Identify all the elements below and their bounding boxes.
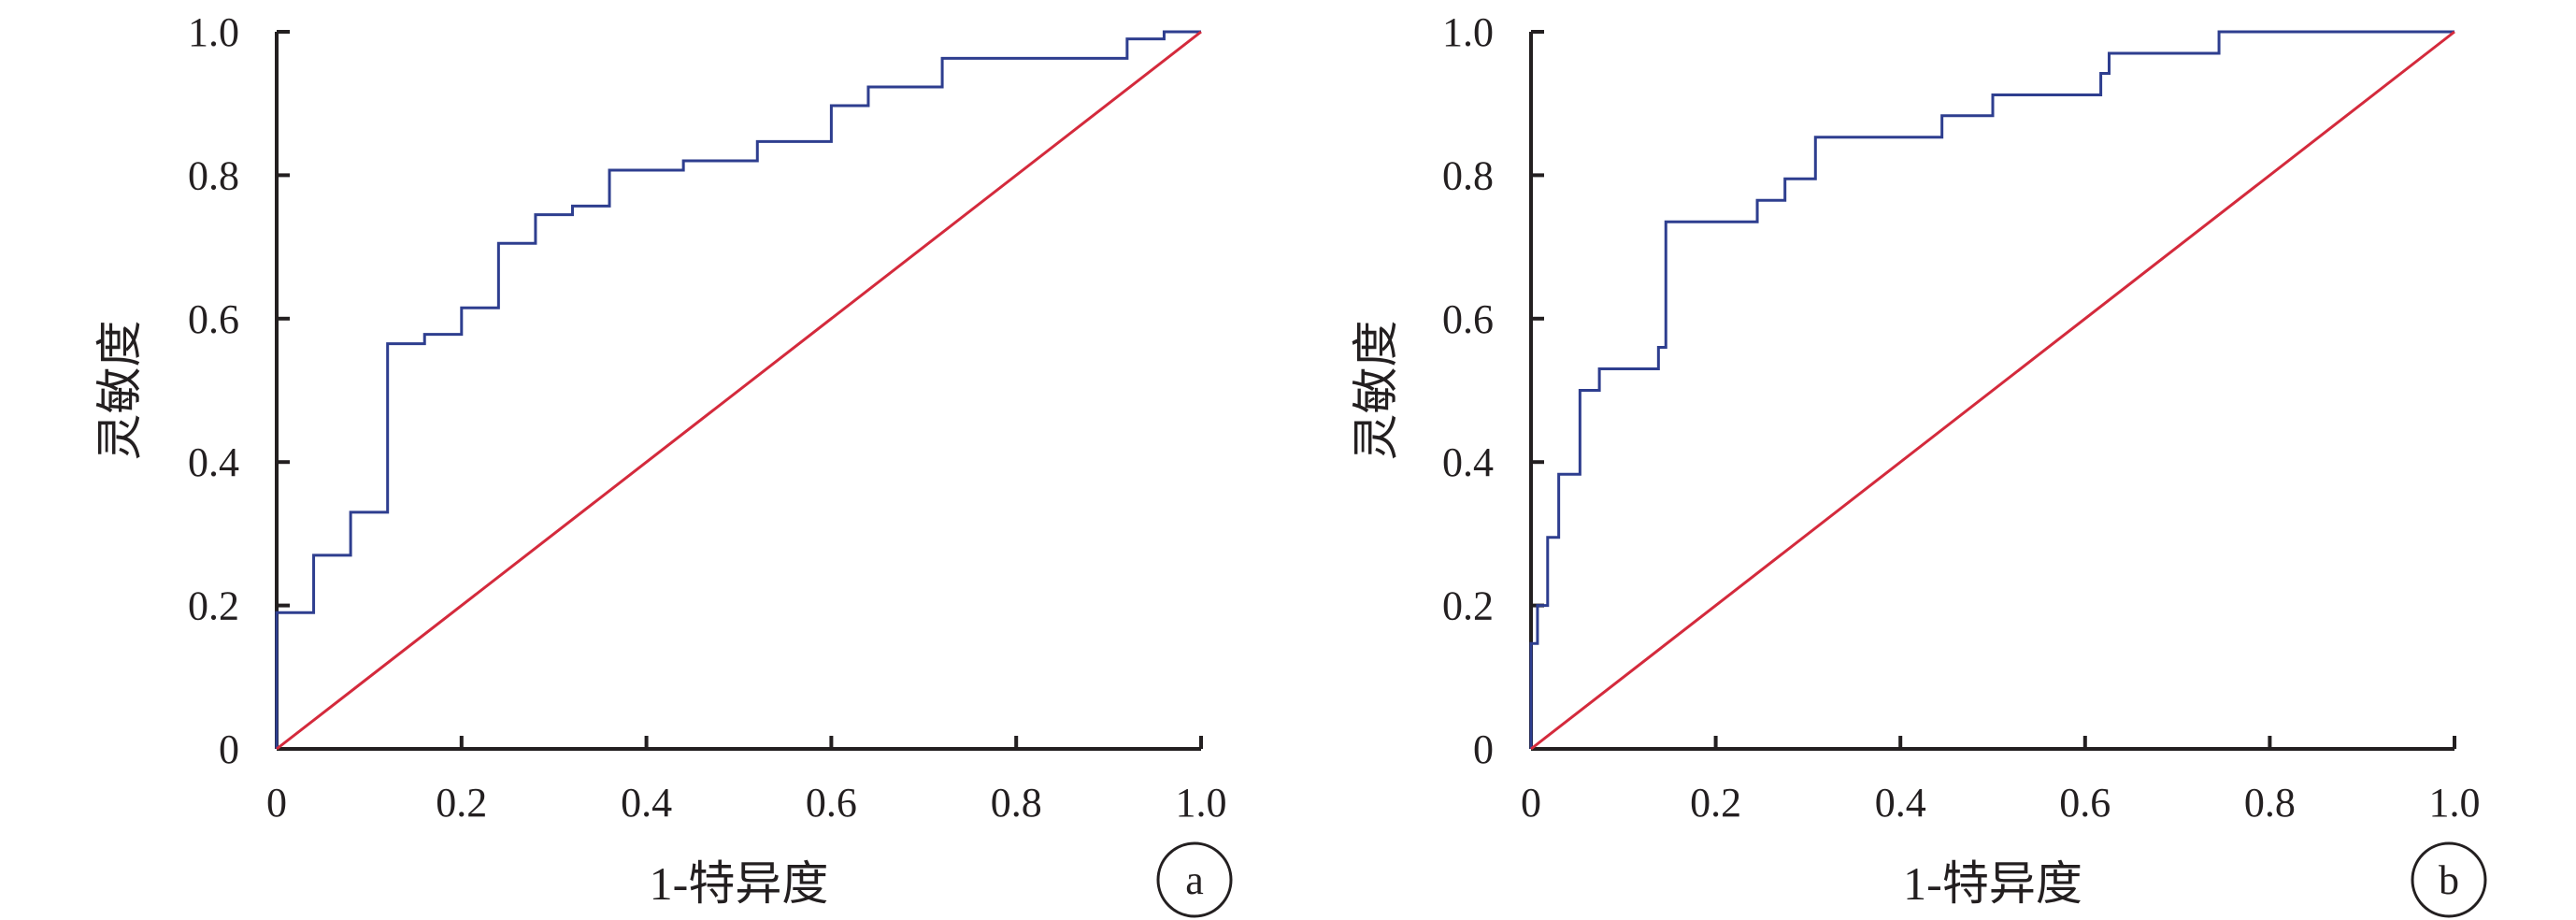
chart-0-x-tick-label: 0.6 bbox=[806, 780, 857, 826]
chart-0-y-tick-label: 0.4 bbox=[188, 439, 239, 485]
chart-0-y-tick-label: 0 bbox=[219, 726, 239, 772]
chart-1-x-tick-label: 1.0 bbox=[2429, 780, 2481, 826]
chart-1-y-tick-label: 0 bbox=[1473, 726, 1494, 772]
chart-0-x-axis-title: 1-特异度 bbox=[650, 857, 829, 910]
chart-1-y-tick-label: 0.8 bbox=[1442, 152, 1494, 198]
chart-0-y-tick-label: 1.0 bbox=[188, 9, 239, 55]
chart-1-y-tick-label: 0.6 bbox=[1442, 296, 1494, 342]
chart-0-panel-label: a bbox=[1185, 857, 1204, 903]
chart-0-y-tick-label: 0.8 bbox=[188, 152, 239, 198]
chart-0-reference-line bbox=[276, 30, 1202, 751]
chart-0-y-axis-title: 灵敏度 bbox=[93, 321, 146, 461]
chart-1-panel: 0 0.2 0.4 0.6 0.8 1.0 0 0.2 0.4 0.6 0.8 1.0 1-特异度 灵敏度… bbox=[1350, 9, 2487, 918]
chart-0-x-tick-label: 1.0 bbox=[1176, 780, 1227, 826]
chart-1-panel-label: b bbox=[2439, 857, 2459, 903]
chart-0-panel: 0 0.2 0.4 0.6 0.8 1.0 0 0.2 0.4 0.6 0.8 1.0 1-特异度 灵敏度… bbox=[93, 9, 1233, 918]
chart-0-x-tick-label: 0.2 bbox=[436, 780, 487, 826]
chart-0-y-tick-label: 0.2 bbox=[188, 583, 239, 629]
chart-1-y-axis-title: 灵敏度 bbox=[1350, 321, 1402, 461]
chart-1-x-tick-label: 0.8 bbox=[2244, 780, 2296, 826]
chart-0-roc-curve bbox=[275, 30, 1201, 749]
chart-0-panel-badge-circle bbox=[1156, 841, 1233, 918]
chart-1-y-tick-label: 0.4 bbox=[1442, 439, 1494, 485]
chart-0-y-tick-label: 0.6 bbox=[188, 296, 239, 342]
chart-1-x-axis-title: 1-特异度 bbox=[1903, 857, 2082, 910]
chart-1-y-tick-label: 0.2 bbox=[1442, 583, 1494, 629]
chart-1-panel-badge-circle bbox=[2411, 841, 2487, 918]
chart-1-y-tick-label: 1.0 bbox=[1442, 9, 1494, 55]
chart-1-reference-line bbox=[1530, 30, 2455, 751]
chart-1-x-tick-label: 0.4 bbox=[1875, 780, 1926, 826]
chart-0-x-tick-label: 0 bbox=[266, 780, 287, 826]
chart-0-x-tick-label: 0.8 bbox=[991, 780, 1042, 826]
chart-0-x-tick-label: 0.4 bbox=[621, 780, 672, 826]
chart-1-roc-curve bbox=[1529, 30, 2454, 749]
chart-1-x-tick-label: 0.2 bbox=[1690, 780, 1741, 826]
chart-1-x-tick-label: 0 bbox=[1521, 780, 1541, 826]
chart-1-x-tick-label: 0.6 bbox=[2059, 780, 2111, 826]
